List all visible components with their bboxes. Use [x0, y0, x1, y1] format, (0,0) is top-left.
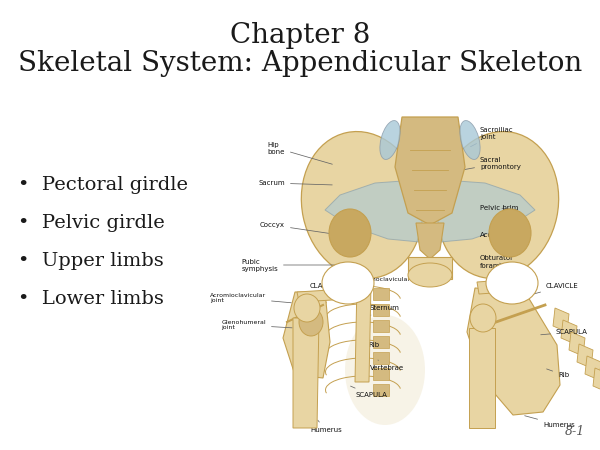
Polygon shape — [469, 328, 495, 428]
Text: •  Upper limbs: • Upper limbs — [18, 252, 164, 270]
Polygon shape — [561, 320, 577, 344]
Polygon shape — [373, 288, 389, 300]
Polygon shape — [553, 308, 569, 332]
Polygon shape — [373, 352, 389, 364]
Text: Obturator
foramen: Obturator foramen — [480, 256, 514, 269]
Text: Vertebrae: Vertebrae — [370, 360, 404, 371]
Text: Rib: Rib — [361, 342, 379, 351]
Text: Humerus: Humerus — [310, 420, 342, 433]
Ellipse shape — [294, 294, 320, 322]
Text: SCAPULA: SCAPULA — [350, 386, 387, 398]
Polygon shape — [395, 117, 465, 225]
Ellipse shape — [489, 209, 531, 257]
Polygon shape — [577, 344, 593, 368]
Ellipse shape — [322, 262, 374, 304]
Polygon shape — [373, 320, 389, 332]
Ellipse shape — [329, 209, 371, 257]
Polygon shape — [585, 356, 600, 380]
Text: Chapter 8: Chapter 8 — [230, 22, 370, 49]
Text: 8-1: 8-1 — [565, 425, 585, 438]
Ellipse shape — [460, 121, 480, 159]
Text: Sacrum: Sacrum — [259, 180, 332, 186]
Text: •  Pelvic girdle: • Pelvic girdle — [18, 214, 165, 232]
Polygon shape — [373, 368, 389, 380]
Polygon shape — [416, 223, 444, 259]
Ellipse shape — [437, 131, 559, 279]
Ellipse shape — [299, 308, 323, 336]
Text: Coccyx: Coccyx — [260, 222, 337, 234]
Ellipse shape — [345, 315, 425, 425]
Ellipse shape — [380, 121, 400, 159]
Ellipse shape — [408, 263, 452, 287]
Text: Acetabulum: Acetabulum — [480, 232, 522, 239]
Text: Rib: Rib — [547, 369, 569, 378]
Text: Hip
bone: Hip bone — [268, 141, 332, 164]
Text: •  Lower limbs: • Lower limbs — [18, 290, 164, 308]
Text: Sacroiliac
joint: Sacroiliac joint — [470, 126, 514, 147]
Ellipse shape — [470, 304, 496, 332]
Polygon shape — [325, 179, 535, 243]
Polygon shape — [373, 304, 389, 316]
Polygon shape — [293, 318, 319, 428]
Text: •  Pectoral girdle: • Pectoral girdle — [18, 176, 188, 194]
Text: CLAVICLE: CLAVICLE — [533, 283, 579, 294]
Text: CLAVICLE: CLAVICLE — [310, 283, 343, 295]
Text: Acromioclavicular
joint: Acromioclavicular joint — [210, 292, 291, 303]
Polygon shape — [297, 288, 365, 302]
Text: Sacral
promontory: Sacral promontory — [465, 157, 521, 170]
Text: Pelvic brim: Pelvic brim — [480, 205, 518, 211]
Polygon shape — [477, 278, 535, 294]
Polygon shape — [283, 292, 330, 378]
Text: Sternoclavicular
joint: Sternoclavicular joint — [360, 277, 411, 292]
Polygon shape — [408, 257, 452, 279]
Polygon shape — [355, 282, 371, 382]
Text: SCAPULA: SCAPULA — [541, 329, 588, 335]
Polygon shape — [373, 384, 389, 396]
Polygon shape — [467, 288, 560, 415]
Text: Glenohumeral
joint: Glenohumeral joint — [221, 320, 292, 330]
Polygon shape — [373, 336, 389, 348]
Ellipse shape — [301, 131, 422, 279]
Ellipse shape — [486, 262, 538, 304]
Text: Humerus: Humerus — [524, 416, 575, 428]
Polygon shape — [569, 332, 585, 356]
Text: Pubic
symphysis: Pubic symphysis — [241, 258, 337, 271]
Text: Skeletal System: Appendicular Skeleton: Skeletal System: Appendicular Skeleton — [18, 50, 582, 77]
Text: Sternum: Sternum — [367, 305, 400, 317]
Polygon shape — [593, 368, 600, 392]
